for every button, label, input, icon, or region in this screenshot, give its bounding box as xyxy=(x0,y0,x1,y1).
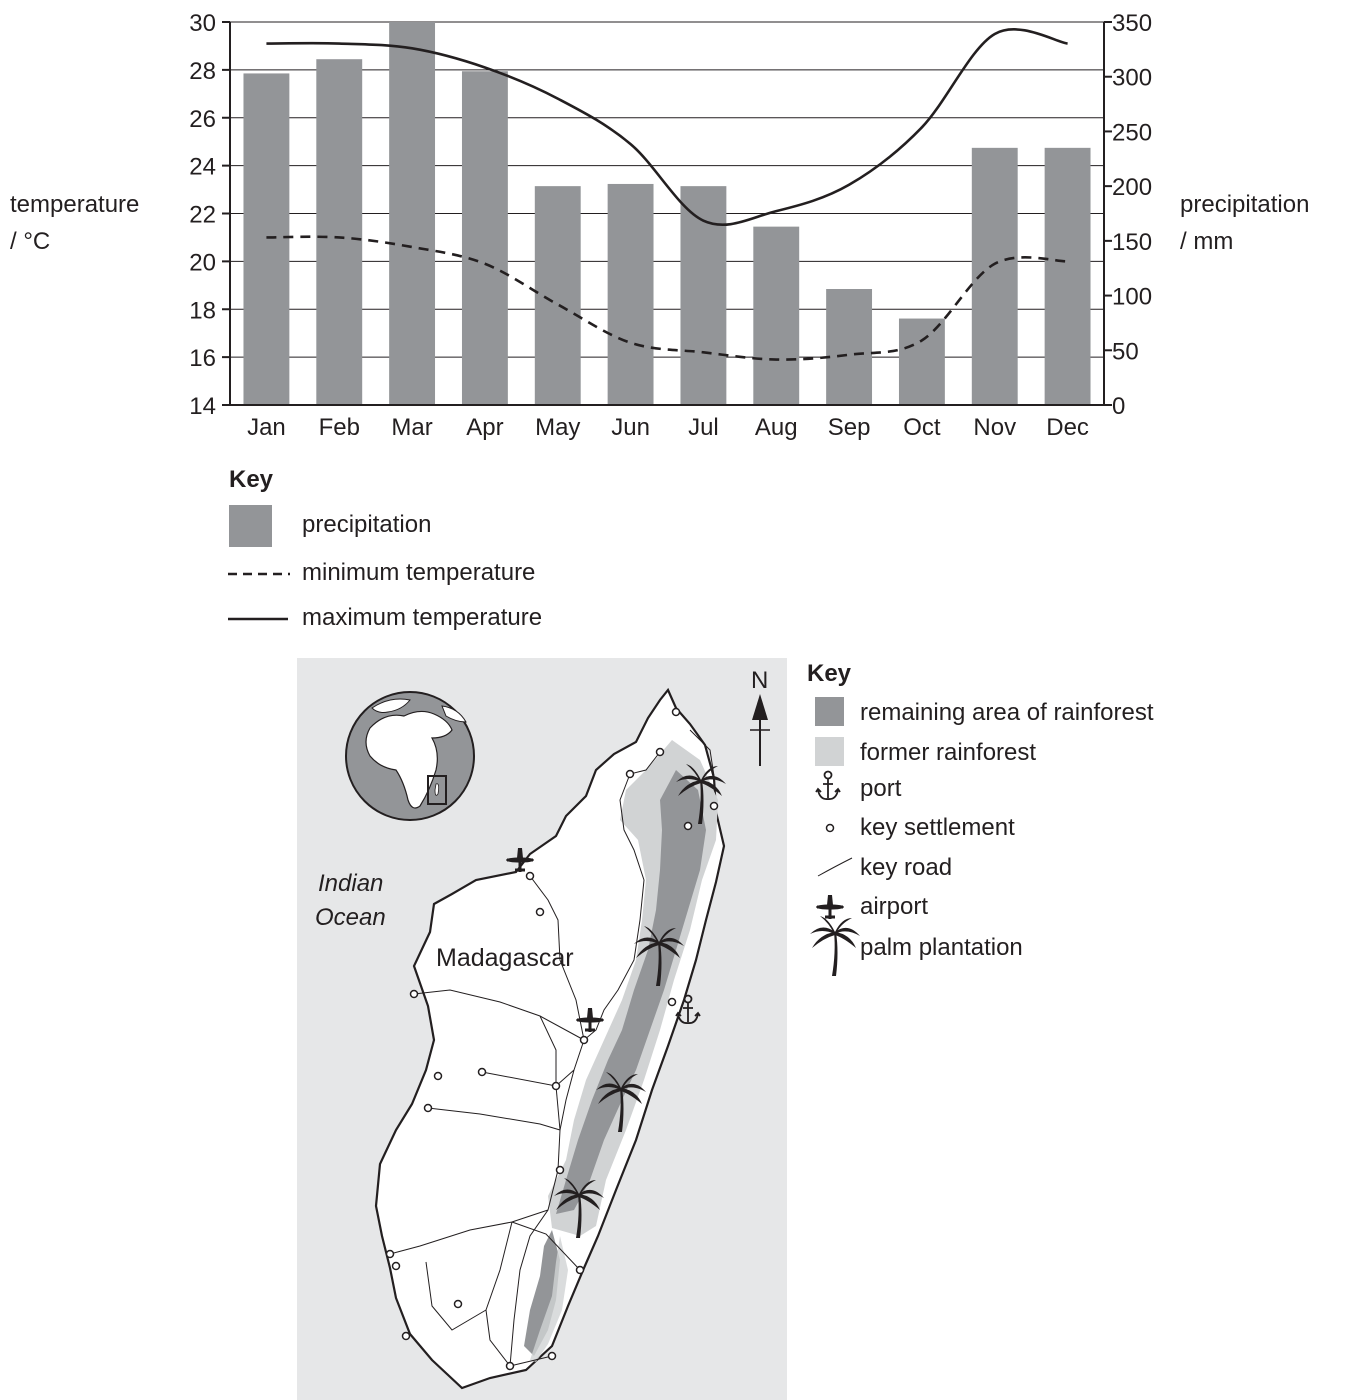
precipitation-bar xyxy=(826,289,873,405)
max-temperature-line xyxy=(266,28,1068,226)
x-axis-tick-label: Oct xyxy=(903,414,941,441)
chart-legend-title: Key xyxy=(229,466,274,493)
x-axis-tick-label: Jun xyxy=(611,414,650,441)
left-axis-tick-label: 18 xyxy=(189,297,216,324)
globe-inset xyxy=(345,691,475,821)
precipitation-bar xyxy=(534,186,581,405)
x-axis-tick-label: Sep xyxy=(828,414,871,441)
left-axis-tick-label: 30 xyxy=(189,10,216,37)
map-key-label: palm plantation xyxy=(860,934,1023,961)
x-axis-tick-label: Jul xyxy=(688,414,719,441)
x-axis-tick-label: Aug xyxy=(755,414,798,441)
legend-precipitation-swatch xyxy=(229,505,272,547)
road-line-icon xyxy=(817,857,853,877)
grid-lines xyxy=(230,21,1104,358)
right-axis-label-line2: / mm xyxy=(1180,228,1233,255)
legend-max-temperature-label: maximum temperature xyxy=(302,604,542,631)
ocean-label-line2: Ocean xyxy=(315,904,386,931)
precipitation-bar xyxy=(607,183,654,405)
right-axis-tick-label: 200 xyxy=(1112,174,1152,201)
precipitation-bars xyxy=(243,22,1091,406)
legend-min-temperature-label: minimum temperature xyxy=(302,559,535,586)
right-axis-tick-label: 50 xyxy=(1112,338,1139,365)
ocean-label-line1: Indian xyxy=(318,870,383,897)
x-axis-tick-label: Mar xyxy=(391,414,432,441)
remaining-rainforest-south xyxy=(524,1230,560,1356)
right-axis-tick-label: 150 xyxy=(1112,229,1152,256)
madagascar-map: N Indian Ocean Madagascar xyxy=(297,658,787,1400)
precipitation-bar xyxy=(461,71,508,405)
x-axis-tick-label: Nov xyxy=(973,414,1016,441)
right-axis-label-line1: precipitation xyxy=(1180,191,1309,218)
right-axis-tick-label: 250 xyxy=(1112,119,1152,146)
legend-precipitation-label: precipitation xyxy=(302,511,431,538)
map-key-label: remaining area of rainforest xyxy=(860,699,1154,726)
precipitation-bar xyxy=(1044,147,1091,406)
precipitation-bar xyxy=(898,318,945,405)
map-key-label: key settlement xyxy=(860,814,1015,841)
map-key-label: key road xyxy=(860,854,952,881)
right-axis-tick-label: 350 xyxy=(1112,10,1152,37)
left-axis-ticks: 14 16 18 20 22 24 26 28 30 xyxy=(189,10,230,420)
precipitation-bar xyxy=(243,73,290,405)
x-axis-tick-label: Jan xyxy=(247,414,286,441)
left-axis-tick-label: 16 xyxy=(189,345,216,372)
left-axis-tick-label: 14 xyxy=(189,393,216,420)
island-outline xyxy=(374,687,726,1390)
x-axis-tick-label: Feb xyxy=(319,414,360,441)
precipitation-bar xyxy=(753,226,800,405)
left-axis-label-line1: temperature xyxy=(10,191,139,218)
map-key-title: Key xyxy=(807,660,852,687)
north-arrow: N xyxy=(750,667,770,766)
precipitation-bar xyxy=(316,59,363,405)
left-axis-tick-label: 20 xyxy=(189,249,216,276)
former-rainforest-south xyxy=(530,1236,568,1362)
left-axis-tick-label: 24 xyxy=(189,154,216,181)
left-axis-tick-label: 22 xyxy=(189,202,216,229)
climate-chart: 14 16 18 20 22 24 26 28 30 0 50 100 150 200 250 300 350… xyxy=(10,10,1309,441)
former-rainforest-swatch xyxy=(815,737,844,766)
anchor-icon xyxy=(815,770,841,800)
left-axis-tick-label: 26 xyxy=(189,106,216,133)
map-key: Key remaining area of rainforest former … xyxy=(807,660,1154,976)
remaining-rainforest-swatch xyxy=(815,697,844,726)
left-axis-tick-label: 28 xyxy=(189,58,216,85)
x-axis-tick-label: Apr xyxy=(466,414,503,441)
right-axis-tick-label: 0 xyxy=(1112,393,1125,420)
palm-tree-icon xyxy=(810,916,860,976)
key-settlements xyxy=(385,707,719,1371)
precipitation-bar xyxy=(680,186,727,405)
right-axis-tick-label: 100 xyxy=(1112,284,1152,311)
remaining-rainforest-area xyxy=(556,770,706,1214)
settlement-dot-icon xyxy=(825,823,835,833)
map-key-label: former rainforest xyxy=(860,739,1036,766)
left-axis-label-line2: / °C xyxy=(10,228,50,255)
right-axis-ticks: 0 50 100 150 200 250 300 350 xyxy=(1104,10,1152,420)
min-temperature-line xyxy=(266,235,1068,361)
north-label: N xyxy=(751,667,768,694)
airplane-icon xyxy=(814,893,846,921)
x-axis-tick-labels: Jan Feb Mar Apr May Jun Jul Aug Sep Oct Nov Dec xyxy=(247,414,1089,441)
x-axis-tick-label: Dec xyxy=(1046,414,1089,441)
precipitation-bar xyxy=(389,22,436,405)
right-axis-tick-label: 300 xyxy=(1112,65,1152,92)
x-axis-tick-label: May xyxy=(535,414,580,441)
map-key-label: airport xyxy=(860,893,928,920)
map-key-label: port xyxy=(860,775,902,802)
country-label: Madagascar xyxy=(436,944,574,972)
chart-legend: Key precipitation minimum temperature ma… xyxy=(228,466,542,631)
